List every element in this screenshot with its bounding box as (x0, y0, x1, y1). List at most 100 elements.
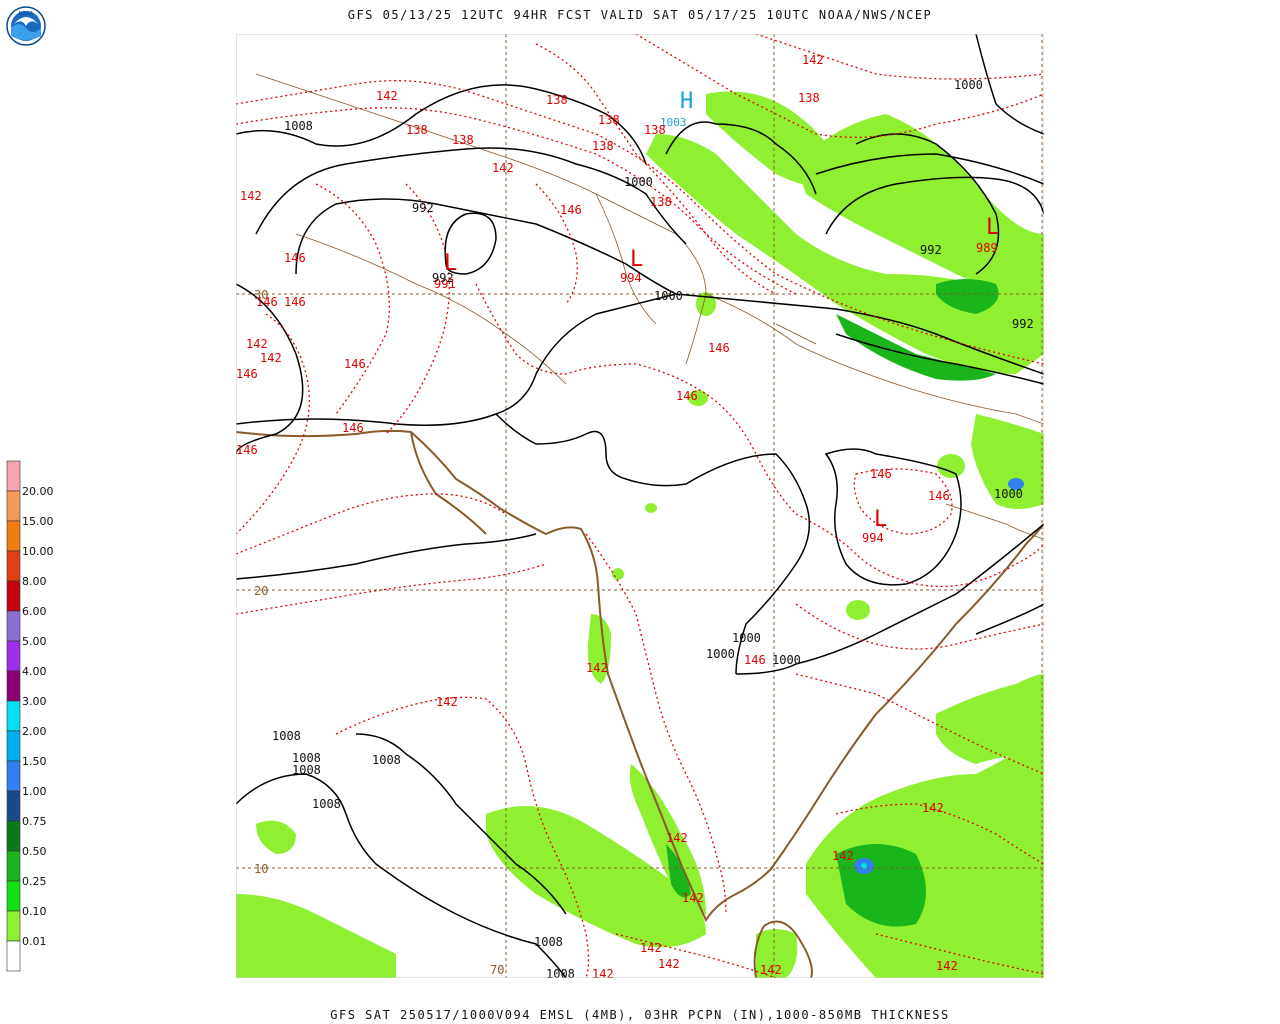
thickness-label: 142 (246, 337, 268, 351)
precip-himalaya (646, 134, 1044, 374)
thickness-label: 146 (256, 295, 278, 309)
lon-label-70: 70 (490, 963, 504, 977)
low-center-letter-2: L (630, 247, 643, 272)
precip-arabian-southwest (236, 894, 396, 978)
thickness-5 (755, 34, 1044, 80)
grid-labels: 30 20 10 70 (254, 288, 504, 977)
isobar-18 (835, 333, 1044, 385)
thickness-7 (315, 183, 390, 415)
low-center-value-4: 994 (862, 531, 884, 545)
precip-cell-5 (612, 568, 624, 580)
isobar-label: 1000 (706, 647, 735, 661)
weather-map: 30 20 10 70 H 1003 L 991 L 994 L 989 L 9… (236, 34, 1044, 978)
precip-northeast (796, 114, 1044, 288)
thickness-8 (385, 183, 450, 435)
isobar-label: 1000 (994, 487, 1023, 501)
thickness-label: 142 (640, 941, 662, 955)
thickness-label: 142 (760, 963, 782, 977)
precip-arabian-west (256, 820, 296, 854)
thickness-label: 142 (666, 831, 688, 845)
legend-label: 10.00 (22, 545, 54, 558)
legend-swatch (6, 640, 21, 672)
isobar-labels: 1008 992 992 1000 1000 1000 992 992 1000… (272, 78, 1034, 978)
low-center-letter-1: L (444, 251, 457, 276)
legend-swatch (6, 730, 21, 762)
map-frame (236, 34, 1044, 978)
thickness-label: 146 (236, 443, 258, 457)
legend-label: 0.75 (22, 815, 47, 828)
thickness-label: 142 (592, 967, 614, 978)
coastline-arabian-sea (236, 429, 1044, 923)
legend-swatch (6, 700, 21, 732)
thickness-label: 138 (452, 133, 474, 147)
thickness-20 (535, 183, 578, 305)
legend-swatch (6, 760, 21, 792)
thickness-19 (853, 468, 953, 535)
noaa-logo: NOAA (6, 6, 46, 46)
thickness-label: 146 (342, 421, 364, 435)
legend-label: 0.01 (22, 935, 47, 948)
legend-label: 6.00 (22, 605, 47, 618)
legend-swatch (6, 460, 21, 492)
isobar-8 (236, 533, 537, 580)
isobar-label: 1000 (772, 653, 801, 667)
legend-swatch (6, 880, 21, 912)
precip-srilanka (756, 929, 798, 978)
legend-label: 4.00 (22, 665, 47, 678)
thickness-3 (535, 43, 777, 295)
isobar-11 (236, 773, 567, 978)
lat-label-20: 20 (254, 584, 268, 598)
legend-swatch (6, 820, 21, 852)
legend-swatch (6, 670, 21, 702)
thickness-label: 146 (284, 251, 306, 265)
isobars (236, 34, 1044, 978)
legend-label: 0.25 (22, 875, 47, 888)
legend-label: 1.50 (22, 755, 47, 768)
legend-label: 0.50 (22, 845, 47, 858)
thickness-label: 142 (240, 189, 262, 203)
thickness-contours (236, 34, 1044, 978)
legend-swatch (6, 940, 21, 972)
legend-swatch (6, 850, 21, 882)
isobar-6 (236, 293, 677, 426)
precip-color-legend: 20.00 15.00 10.00 8.00 6.00 5.00 4.00 3.00 2.00 1… (6, 460, 54, 972)
thickness-label: 138 (592, 139, 614, 153)
isobar-7 (495, 413, 811, 675)
thickness-label: 142 (586, 661, 608, 675)
map-caption: GFS SAT 250517/1000V094 EMSL (4MB), 03HR… (330, 1008, 950, 1022)
thickness-label: 146 (676, 389, 698, 403)
lat-label-10: 10 (254, 862, 268, 876)
low-center-letter-3: L (986, 215, 999, 240)
borders (255, 73, 1044, 540)
map-title: GFS 05/13/25 12UTC 94HR FCST VALID SAT 0… (347, 8, 933, 22)
isobar-label: 1008 (372, 753, 401, 767)
thickness-4 (635, 34, 1044, 138)
precip-west-coast (587, 614, 611, 684)
thickness-label: 142 (682, 891, 704, 905)
legend-label: 0.10 (22, 905, 47, 918)
isobar-2 (255, 147, 687, 245)
isobar-label: 1008 (546, 967, 575, 978)
legend-swatch (6, 580, 21, 612)
legend-label: 5.00 (22, 635, 47, 648)
thickness-label: 142 (802, 53, 824, 67)
low-center-value-1: 991 (434, 277, 456, 291)
precip-cell-4 (645, 503, 657, 513)
isobar-4 (444, 212, 497, 275)
legend-label: 8.00 (22, 575, 47, 588)
isobar-17 (825, 176, 1044, 235)
thickness-label: 142 (376, 89, 398, 103)
thickness-14 (795, 603, 1044, 650)
precip-southeast-bay (936, 674, 1044, 764)
thickness-label: 146 (284, 295, 306, 309)
legend-label: 2.00 (22, 725, 47, 738)
thickness-label: 146 (344, 357, 366, 371)
legend-swatch (6, 910, 21, 942)
isobar-label: 992 (412, 201, 434, 215)
precip-cell-1 (688, 390, 708, 406)
thickness-18 (615, 933, 777, 978)
thickness-label: 138 (644, 123, 666, 137)
precip-bengal-east (971, 414, 1044, 509)
thickness-label: 142 (260, 351, 282, 365)
thickness-label: 142 (936, 959, 958, 973)
